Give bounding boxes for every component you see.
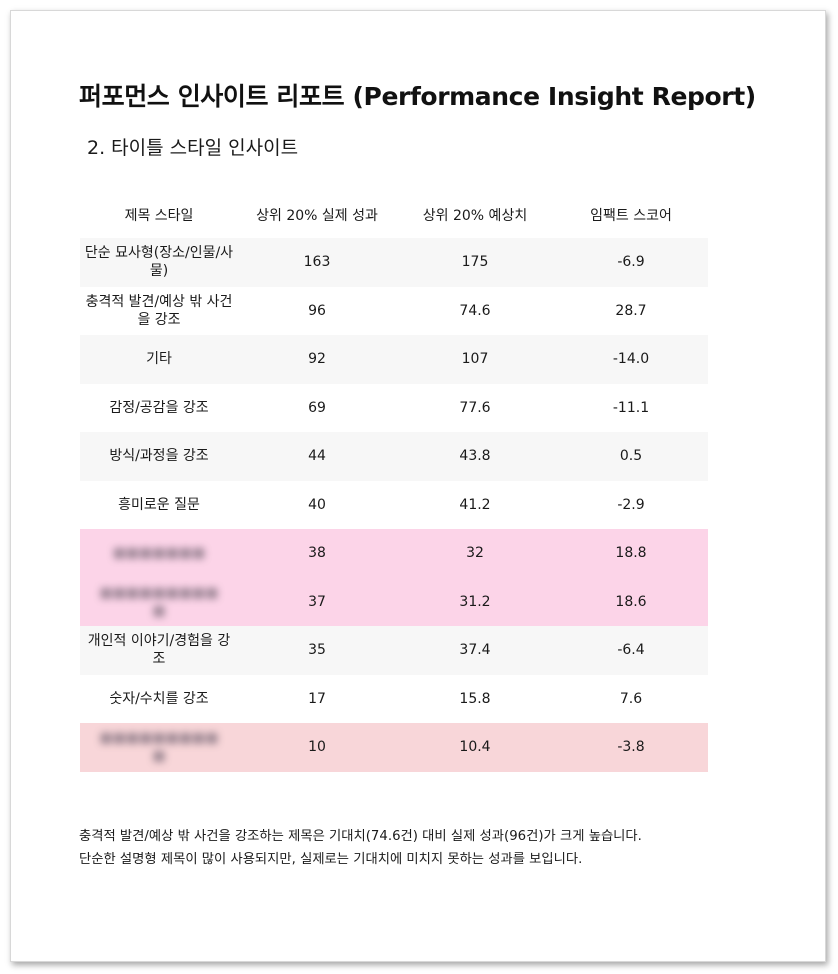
- redacted-text: ■■■■■■■■■ ■: [99, 584, 219, 619]
- row-actual: 35: [308, 642, 326, 659]
- row-style: 개인적 이야기/경험을 강조: [87, 633, 231, 668]
- row-style: 단순 묘사형(장소/인물/사물): [84, 245, 234, 280]
- row-actual: 44: [308, 448, 326, 465]
- summary-line: 충격적 발견/예상 밖 사건을 강조하는 제목은 기대치(74.6건) 대비 실…: [79, 829, 642, 844]
- table-row-highlighted: ■■■■■■■■■ ■ 37 31.2 18.6: [80, 577, 708, 626]
- row-style: 감정/공감을 강조: [109, 399, 209, 416]
- section-title: 2. 타이틀 스타일 인사이트: [87, 137, 299, 159]
- redacted-text: ■■■■■■■■■ ■: [99, 730, 219, 765]
- row-expected: 31.2: [459, 593, 491, 610]
- insight-summary: 충격적 발견/예상 밖 사건을 강조하는 제목은 기대치(74.6건) 대비 실…: [79, 825, 779, 871]
- row-impact: 18.8: [615, 545, 647, 562]
- column-header-impact: 임팩트 스코어: [590, 208, 672, 224]
- row-impact: 7.6: [619, 690, 643, 707]
- row-actual: 17: [308, 690, 326, 707]
- row-expected: 74.6: [459, 302, 491, 319]
- row-impact: -2.9: [617, 496, 645, 513]
- row-expected: 175: [461, 254, 489, 271]
- row-actual: 10: [308, 739, 326, 756]
- table-row-highlighted: ■■■■■■■■■ ■ 10 10.4 -3.8: [80, 723, 708, 772]
- row-actual: 92: [308, 351, 326, 368]
- row-expected: 41.2: [459, 496, 491, 513]
- redacted-text: ■■■■■■■: [112, 545, 206, 562]
- row-style-redacted: ■■■■■■■■■ ■: [80, 729, 238, 765]
- row-impact: 28.7: [615, 302, 647, 319]
- table-row: 감정/공감을 강조 69 77.6 -11.1: [80, 384, 708, 433]
- row-actual: 96: [308, 302, 326, 319]
- row-actual: 37: [308, 593, 326, 610]
- column-header-style: 제목 스타일: [124, 208, 194, 224]
- row-style: 숫자/수치를 강조: [109, 690, 209, 707]
- row-actual: 69: [308, 399, 326, 416]
- row-actual: 163: [303, 254, 331, 271]
- row-expected: 107: [461, 351, 489, 368]
- row-style: 기타: [146, 351, 172, 368]
- row-impact: -6.4: [617, 642, 645, 659]
- row-impact: -6.9: [617, 254, 645, 271]
- row-style: 흥미로운 질문: [118, 496, 200, 513]
- row-impact: 18.6: [615, 593, 647, 610]
- row-expected: 37.4: [459, 642, 491, 659]
- row-style: 방식/과정을 강조: [109, 448, 209, 465]
- column-header-actual: 상위 20% 실제 성과: [256, 208, 378, 224]
- table-row-highlighted: ■■■■■■■ 38 32 18.8: [80, 529, 708, 578]
- table-row: 기타 92 107 -14.0: [80, 335, 708, 384]
- page-title: 퍼포먼스 인사이트 리포트 (Performance Insight Repor…: [79, 82, 756, 111]
- table-header-row: 제목 스타일 상위 20% 실제 성과 상위 20% 예상치 임팩트 스코어: [80, 194, 708, 238]
- column-header-expected: 상위 20% 예상치: [422, 208, 528, 224]
- table-row: 개인적 이야기/경험을 강조 35 37.4 -6.4: [80, 626, 708, 675]
- title-style-table: 제목 스타일 상위 20% 실제 성과 상위 20% 예상치 임팩트 스코어 단…: [80, 194, 708, 772]
- row-impact: 0.5: [619, 448, 643, 465]
- report-page: 퍼포먼스 인사이트 리포트 (Performance Insight Repor…: [10, 10, 826, 962]
- row-impact: -3.8: [617, 739, 645, 756]
- table-row: 충격적 발견/예상 밖 사건을 강조 96 74.6 28.7: [80, 287, 708, 336]
- row-expected: 10.4: [459, 739, 491, 756]
- row-expected: 15.8: [459, 690, 491, 707]
- row-style: 충격적 발견/예상 밖 사건을 강조: [85, 293, 233, 328]
- row-style-redacted: ■■■■■■■■■ ■: [80, 584, 238, 620]
- row-actual: 40: [308, 496, 326, 513]
- table-row: 단순 묘사형(장소/인물/사물) 163 175 -6.9: [80, 238, 708, 287]
- table-row: 숫자/수치를 강조 17 15.8 7.6: [80, 675, 708, 724]
- row-actual: 38: [308, 545, 326, 562]
- table-row: 방식/과정을 강조 44 43.8 0.5: [80, 432, 708, 481]
- row-impact: -11.1: [612, 399, 650, 416]
- row-expected: 32: [466, 545, 484, 562]
- summary-line: 단순한 설명형 제목이 많이 사용되지만, 실제로는 기대치에 미치지 못하는 …: [79, 852, 583, 867]
- table-row: 흥미로운 질문 40 41.2 -2.9: [80, 481, 708, 530]
- row-expected: 77.6: [459, 399, 491, 416]
- row-expected: 43.8: [459, 448, 491, 465]
- row-impact: -14.0: [612, 351, 650, 368]
- row-style-redacted: ■■■■■■■: [80, 544, 238, 562]
